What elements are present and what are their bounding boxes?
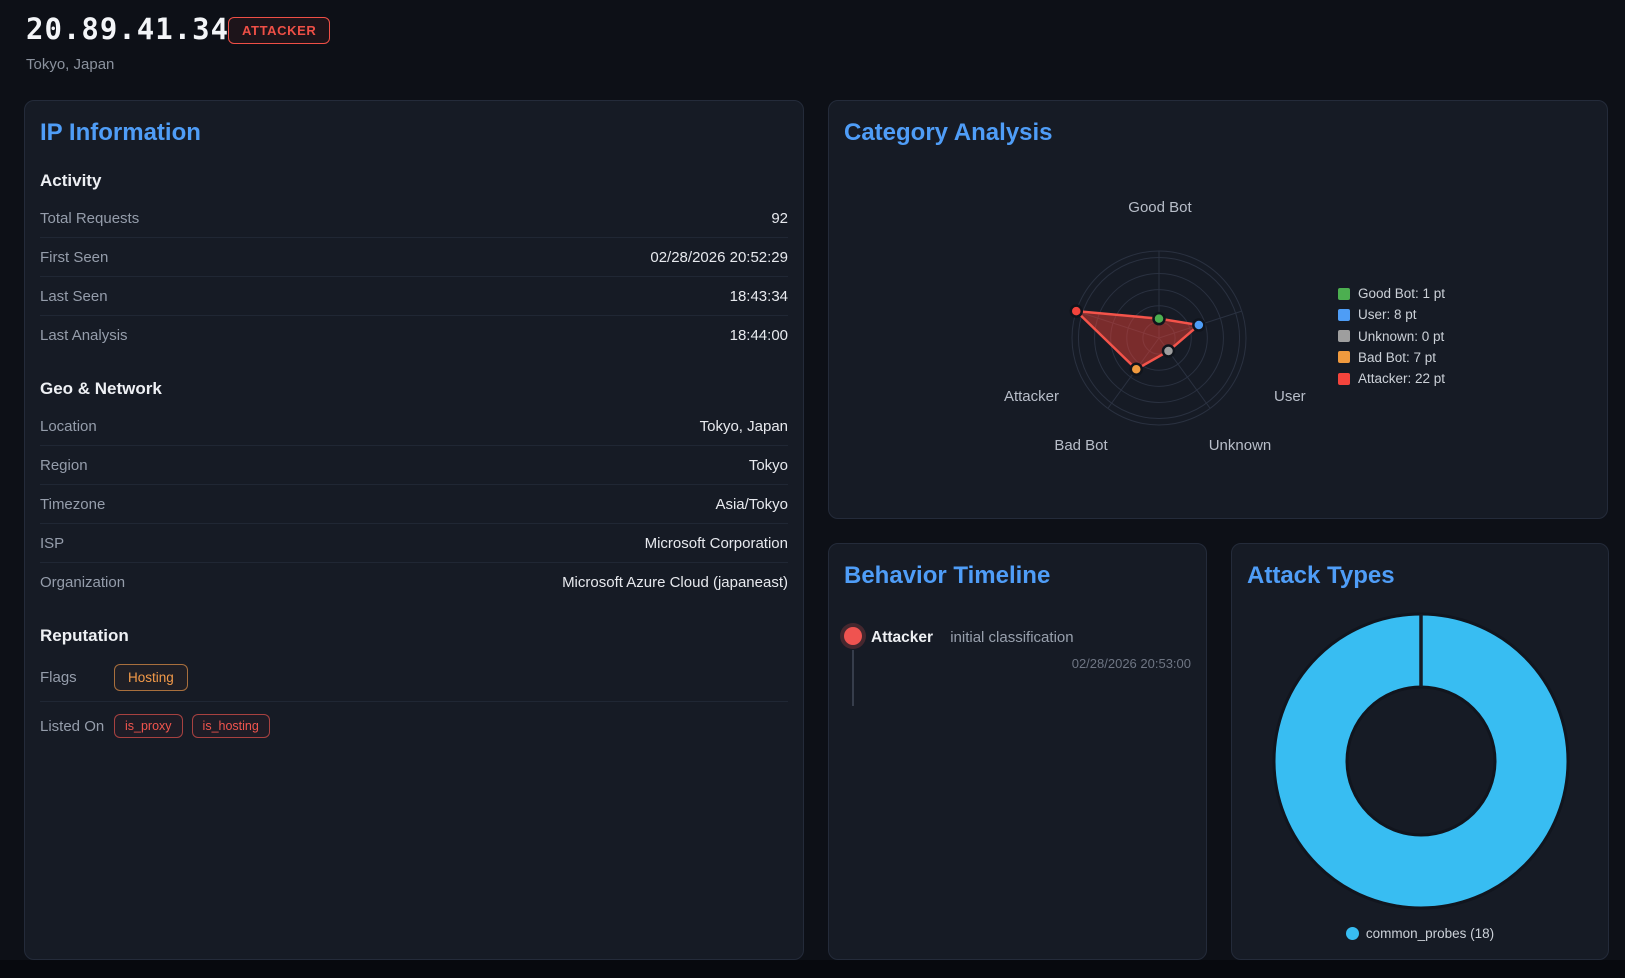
table-row: ISP Microsoft Corporation <box>40 524 788 563</box>
donut-chart-legend[interactable]: common_probes (18) <box>1232 926 1608 941</box>
section-heading-geo-network: Geo & Network <box>40 379 162 398</box>
legend-label: Bad Bot: 7 pt <box>1358 349 1437 365</box>
flag-badges: Hosting <box>114 664 188 691</box>
table-row: Listed On is_proxy is_hosting <box>40 702 788 750</box>
page-bottom-strip <box>0 960 1625 978</box>
ip-address-title: 20.89.41.34 <box>26 12 230 46</box>
legend-color-swatch <box>1345 927 1359 940</box>
behavior-timeline-panel: Behavior Timeline Attacker initial class… <box>828 543 1207 960</box>
ip-location-subtitle: Tokyo, Japan <box>26 56 115 73</box>
timeline-connector-line <box>852 650 854 706</box>
row-value: Tokyo <box>748 456 788 474</box>
row-value: Microsoft Azure Cloud (japaneast) <box>562 574 788 591</box>
radar-chart-legend: Good Bot: 1 pt User: 8 pt Unknown: 0 pt Bad… <box>1338 283 1445 389</box>
row-value: 92 <box>771 209 788 227</box>
table-row: Organization Microsoft Azure Cloud (japa… <box>40 563 788 602</box>
timeline-event-category: Attacker <box>871 629 934 646</box>
hosting-flag-badge: Hosting <box>114 664 188 691</box>
attack-types-panel: Attack Types common_probes (18) <box>1231 543 1609 960</box>
row-label: Total Requests <box>40 209 140 227</box>
radar-legend-item[interactable]: Attacker: 22 pt <box>1338 368 1445 389</box>
legend-color-swatch <box>1338 351 1350 364</box>
radar-axis-label: User <box>1274 388 1306 405</box>
table-row: Flags Hosting <box>40 654 788 702</box>
attacker-status-badge: ATTACKER <box>228 17 331 44</box>
radar-axis-label: Bad Bot <box>1054 437 1108 454</box>
radar-axis-label: Attacker <box>1004 388 1059 405</box>
is-hosting-badge: is_hosting <box>191 714 270 738</box>
row-label: Flags <box>40 669 77 686</box>
row-value: 02/28/2026 20:52:29 <box>650 248 788 266</box>
row-label: Organization <box>40 574 126 591</box>
row-value: 18:44:00 <box>729 327 788 344</box>
legend-color-swatch <box>1338 330 1350 343</box>
legend-label: Good Bot: 1 pt <box>1358 286 1446 302</box>
attack-types-donut-chart[interactable] <box>1232 544 1608 959</box>
radar-legend-item[interactable]: Good Bot: 1 pt <box>1338 283 1445 304</box>
donut-inner-border <box>1345 685 1497 837</box>
legend-label: common_probes (18) <box>1365 926 1495 941</box>
is-proxy-badge: is_proxy <box>114 714 183 738</box>
table-row: Last Seen 18:43:34 <box>40 277 788 316</box>
timeline-event-description: initial classification <box>950 629 1074 646</box>
table-row: Timezone Asia/Tokyo <box>40 485 788 524</box>
ip-information-title: IP Information <box>40 119 201 146</box>
radar-data-point <box>1152 311 1166 326</box>
category-radar-chart[interactable]: Good Bot User Unknown Bad Bot Attacker <box>829 101 1607 518</box>
legend-color-swatch <box>1338 308 1350 321</box>
row-label: ISP <box>40 534 65 552</box>
radar-data-point <box>1192 318 1206 332</box>
radar-data-point <box>1161 344 1176 358</box>
row-label: Region <box>40 456 88 474</box>
table-row: Last Analysis 18:44:00 <box>40 316 788 355</box>
table-row: First Seen 02/28/2026 20:52:29 <box>40 238 788 277</box>
row-value: Asia/Tokyo <box>715 495 788 513</box>
radar-legend-item[interactable]: User: 8 pt <box>1338 304 1445 325</box>
section-heading-activity: Activity <box>40 171 102 190</box>
radar-axis-label: Good Bot <box>1128 199 1192 216</box>
row-label: First Seen <box>40 248 109 266</box>
behavior-timeline-title: Behavior Timeline <box>844 562 1051 589</box>
row-value: 18:43:34 <box>729 287 788 305</box>
row-label: Timezone <box>40 495 106 513</box>
radar-data-point <box>1129 362 1144 377</box>
legend-label: Unknown: 0 pt <box>1358 328 1445 344</box>
legend-label: User: 8 pt <box>1358 307 1417 323</box>
radar-axis-line <box>1076 310 1160 339</box>
radar-legend-item[interactable]: Unknown: 0 pt <box>1338 326 1445 347</box>
legend-color-swatch <box>1338 372 1350 385</box>
radar-data-point <box>1069 304 1084 318</box>
table-row: Location Tokyo, Japan <box>40 407 788 446</box>
row-value: Microsoft Corporation <box>644 534 788 552</box>
timeline-event-timestamp: 02/28/2026 20:53:00 <box>1071 656 1191 671</box>
table-row: Region Tokyo <box>40 446 788 485</box>
radar-legend-item[interactable]: Bad Bot: 7 pt <box>1338 347 1445 368</box>
category-analysis-title: Category Analysis <box>844 119 1053 146</box>
listed-on-badges: is_proxy is_hosting <box>114 714 270 738</box>
timeline-event: Attacker initial classification <box>871 629 1074 647</box>
section-heading-reputation: Reputation <box>40 626 129 645</box>
row-label: Last Analysis <box>40 327 128 344</box>
row-label: Last Seen <box>40 287 108 305</box>
timeline-event-dot <box>844 627 862 645</box>
row-label: Listed On <box>40 717 105 735</box>
ip-information-panel: IP Information Activity Total Requests 9… <box>24 100 804 960</box>
category-analysis-panel: Category Analysis Good Bot User Unknown Bad… <box>828 100 1608 519</box>
legend-label: Attacker: 22 pt <box>1358 371 1446 387</box>
table-row: Total Requests 92 <box>40 199 788 238</box>
row-label: Location <box>40 417 97 435</box>
radar-axis-label: Unknown <box>1209 437 1272 454</box>
legend-color-swatch <box>1338 287 1350 300</box>
attack-types-title: Attack Types <box>1247 562 1395 589</box>
row-value: Tokyo, Japan <box>699 417 788 435</box>
